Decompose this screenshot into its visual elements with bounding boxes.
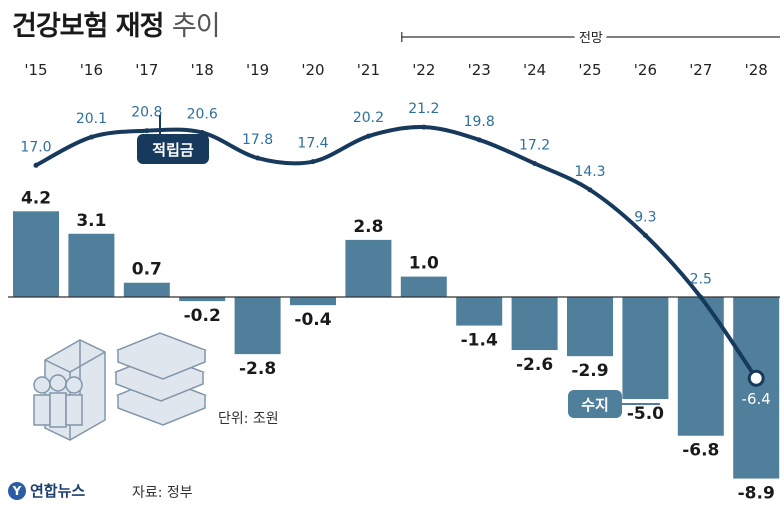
- bar: [622, 297, 669, 399]
- line-value-label: 19.8: [464, 114, 495, 130]
- bar: [68, 233, 115, 297]
- x-tick-label: '23: [468, 61, 491, 79]
- line-value-label: 2.5: [690, 271, 712, 287]
- bar: [733, 297, 780, 479]
- bar-value-label: -2.8: [239, 359, 276, 379]
- logo-mark-icon: Y: [8, 481, 26, 500]
- x-tick-label: '17: [135, 61, 158, 79]
- line-end-marker: [747, 369, 765, 387]
- logo: Y 연합뉴스: [8, 480, 85, 501]
- line-value-label: 20.2: [353, 110, 384, 126]
- line-value-label: 17.8: [242, 132, 273, 148]
- bar: [567, 297, 613, 357]
- bar-value-label: -2.6: [516, 355, 553, 375]
- line-callout-box: [137, 134, 209, 164]
- line-callout-label: 적립금: [152, 141, 194, 159]
- bar-value-label: 3.1: [76, 211, 106, 231]
- logo-text: 연합뉴스: [30, 482, 86, 500]
- line-point: [255, 155, 261, 161]
- x-tick-label: '20: [301, 61, 324, 79]
- line-value-label: 14.3: [574, 164, 605, 180]
- bar-value-label: -8.9: [738, 484, 775, 504]
- illustration-people-money-icon: [33, 332, 208, 441]
- x-tick-label: '27: [689, 61, 712, 79]
- chart-title: 건강보험 재정 추이: [12, 4, 221, 43]
- x-tick-label: '18: [191, 61, 214, 79]
- x-tick-label: '22: [412, 61, 435, 79]
- bar-callout-label: 수지: [581, 396, 609, 414]
- forecast-label: 전망: [579, 31, 603, 46]
- bar-callout-box: [568, 390, 622, 418]
- line-point: [642, 232, 648, 238]
- line-point: [476, 137, 482, 143]
- reserve-line: [34, 125, 759, 381]
- bar: [123, 282, 170, 297]
- x-tick-label: '19: [246, 61, 269, 79]
- line-point: [587, 187, 593, 193]
- x-tick-label: '24: [523, 61, 546, 79]
- line-value-label: 17.2: [519, 137, 550, 153]
- bar-value-label: -0.4: [294, 310, 331, 330]
- bar-value-label: 1.0: [409, 254, 439, 274]
- bar: [179, 297, 226, 302]
- bar-value-label: -6.8: [682, 441, 719, 461]
- line-point: [144, 128, 150, 134]
- x-tick-label: '26: [634, 61, 657, 79]
- bar-value-label: 2.8: [353, 217, 383, 237]
- line-value-label: 20.6: [187, 107, 218, 123]
- line-point: [698, 294, 704, 300]
- title-sub: 추이: [171, 11, 221, 42]
- bar: [511, 297, 558, 351]
- line-value-label: -6.4: [742, 390, 771, 408]
- x-tick-label: '21: [357, 61, 380, 79]
- line-value-label: 9.3: [634, 209, 656, 225]
- line-point: [310, 159, 316, 165]
- bar: [345, 239, 392, 297]
- line-value-label: 17.0: [20, 139, 51, 155]
- x-tick-label: '16: [80, 61, 103, 79]
- line-value-label: 20.8: [131, 105, 162, 121]
- line-value-label: 21.2: [408, 101, 439, 117]
- bar-value-label: 4.2: [21, 188, 51, 208]
- x-tick-label: '28: [745, 61, 768, 79]
- line-point: [532, 160, 538, 166]
- x-tick-label: '15: [24, 61, 47, 79]
- line-value-label: 20.1: [76, 111, 107, 127]
- bar: [456, 297, 503, 326]
- bar-value-label: -2.9: [571, 361, 608, 381]
- bar: [400, 276, 447, 297]
- line-point: [365, 133, 371, 139]
- bar-value-label: 0.7: [132, 260, 162, 280]
- bar: [234, 297, 281, 355]
- unit-label: 단위: 조원: [218, 411, 279, 427]
- line-point: [421, 124, 427, 130]
- bar-value-label: -0.2: [184, 306, 221, 326]
- title-main: 건강보험 재정: [12, 11, 164, 42]
- bar: [290, 297, 336, 306]
- line-point: [199, 130, 205, 136]
- line-point: [33, 162, 39, 168]
- bar-value-label: -1.4: [461, 331, 498, 351]
- source-label: 자료: 정부: [132, 485, 193, 501]
- bar: [13, 211, 59, 297]
- bar-value-label: -5.0: [627, 404, 664, 424]
- line-point: [88, 134, 94, 140]
- line-value-label: 17.4: [297, 136, 328, 152]
- x-tick-label: '25: [578, 61, 601, 79]
